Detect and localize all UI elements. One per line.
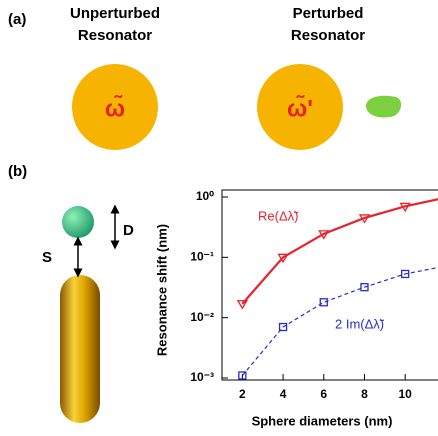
marker bbox=[238, 371, 247, 380]
title: Resonator bbox=[291, 27, 365, 44]
title: Perturbed bbox=[293, 5, 364, 22]
marker bbox=[401, 269, 410, 279]
panel-label: (b) bbox=[8, 163, 27, 180]
series-label: Re(Δλ̃) bbox=[258, 208, 299, 223]
series-line bbox=[241, 266, 438, 376]
x-tick-label: 4 bbox=[280, 387, 287, 401]
frequency: ω̃ bbox=[105, 94, 125, 122]
panel-label: (a) bbox=[8, 11, 26, 28]
x-axis-label: Sphere diameters (nm) bbox=[252, 413, 393, 428]
series-line bbox=[241, 198, 438, 305]
perturbation bbox=[366, 95, 402, 118]
marker bbox=[277, 253, 289, 264]
y-tick-label: 10⁻¹ bbox=[190, 250, 214, 264]
y-tick-label: 10⁻² bbox=[190, 310, 214, 324]
nanorod bbox=[60, 275, 100, 423]
label: D bbox=[123, 222, 134, 239]
x-tick-label: 6 bbox=[320, 387, 327, 401]
plot-frame bbox=[221, 189, 438, 381]
marker bbox=[318, 230, 330, 240]
y-axis-label: Resonance shift (nm) bbox=[154, 224, 169, 356]
marker bbox=[399, 202, 411, 213]
y-tick-label: 10⁻³ bbox=[190, 370, 214, 384]
y-tick-label: 10⁰ bbox=[196, 189, 214, 203]
frequency: ω̃' bbox=[287, 94, 313, 122]
series-label: 2 Im(Δλ̃) bbox=[335, 316, 385, 331]
title: Resonator bbox=[78, 27, 152, 44]
sphere bbox=[62, 206, 94, 238]
x-tick-label: 10 bbox=[399, 387, 413, 401]
chart: Sphere diameters (nm) Resonance shift (n… bbox=[154, 189, 438, 428]
resonator bbox=[257, 64, 343, 150]
title: Unperturbed bbox=[70, 5, 160, 22]
marker bbox=[319, 298, 328, 307]
marker bbox=[278, 322, 288, 332]
x-tick-label: 8 bbox=[361, 387, 368, 401]
marker bbox=[360, 283, 369, 292]
label: S bbox=[42, 249, 52, 266]
x-tick-label: 2 bbox=[239, 387, 246, 401]
marker bbox=[236, 300, 249, 310]
marker bbox=[358, 214, 371, 224]
resonator bbox=[72, 64, 158, 150]
